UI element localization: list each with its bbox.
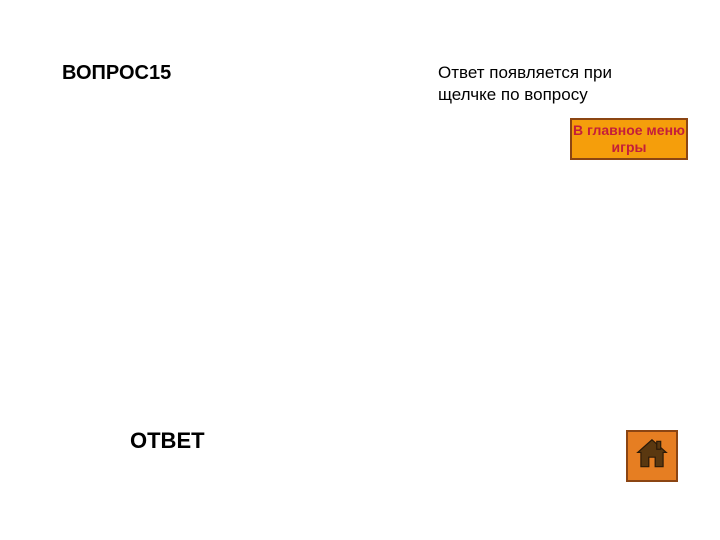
hint-text: Ответ появляется при щелчке по вопросу	[438, 62, 648, 106]
main-menu-button[interactable]: В главное меню игры	[570, 118, 688, 160]
main-menu-button-label: В главное меню игры	[572, 122, 686, 156]
home-icon	[633, 435, 671, 478]
home-button[interactable]	[626, 430, 678, 482]
answer-label: ОТВЕТ	[130, 428, 205, 454]
question-title[interactable]: ВОПРОС15	[62, 62, 171, 85]
